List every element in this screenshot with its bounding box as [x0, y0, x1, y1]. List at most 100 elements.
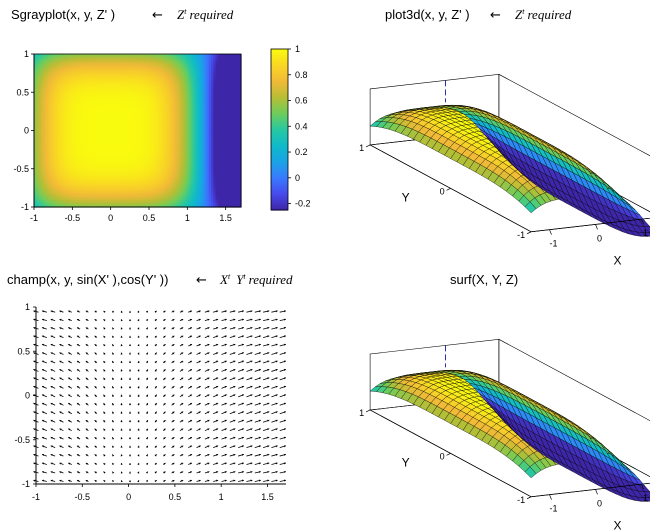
heatmap-cell [70, 86, 74, 90]
heatmap-cell [63, 146, 67, 150]
heatmap-cell [66, 167, 70, 171]
heatmap-cell [43, 142, 47, 146]
heatmap-cell [38, 188, 42, 192]
heatmap-cell [73, 60, 76, 64]
heatmap-cell [40, 86, 44, 90]
heatmap-cell [63, 130, 67, 134]
heatmap-cell [61, 195, 65, 199]
heatmap-cell [59, 183, 63, 187]
heatmap-cell [57, 156, 60, 159]
heatmap-cell [66, 88, 70, 92]
heatmap-cell [77, 72, 81, 76]
heatmap-cell [61, 158, 65, 162]
heatmap-cell [45, 81, 49, 85]
heatmap-cell [50, 105, 53, 108]
heatmap-cell [61, 116, 65, 120]
heatmap-cell [34, 105, 37, 108]
heatmap-cell [52, 137, 56, 141]
heatmap-cell [73, 132, 76, 136]
heatmap-cell [54, 193, 58, 197]
heatmap-cell [73, 93, 76, 97]
heatmap-cell [59, 144, 63, 148]
heatmap-cell [77, 137, 81, 141]
heatmap-cell [52, 162, 56, 166]
heatmap-cell [45, 144, 49, 148]
heatmap-cell [68, 95, 72, 99]
heatmap-cell [34, 63, 37, 67]
heatmap-cell [59, 105, 63, 108]
heatmap-cell [38, 70, 42, 74]
heatmap-cell [47, 79, 51, 83]
heatmap-cell [70, 172, 74, 176]
heatmap-cell [52, 128, 56, 132]
heatmap-cell [63, 121, 67, 125]
heatmap-cell [43, 144, 47, 148]
heatmap-cell [75, 158, 79, 162]
heatmap-cell [68, 165, 72, 169]
heatmap-cell [75, 149, 79, 152]
heatmap-cell [66, 98, 70, 101]
heatmap-cell [66, 181, 70, 185]
heatmap-cell [43, 118, 47, 122]
heatmap-cell [38, 167, 42, 171]
heatmap-cell [77, 132, 81, 136]
heatmap-cell [38, 121, 42, 125]
heatmap-cell [59, 60, 63, 64]
heatmap-cell [75, 98, 79, 101]
heatmap-cell [50, 200, 53, 203]
heatmap-cell [45, 105, 49, 108]
heatmap-cell [77, 67, 81, 71]
heatmap-cell [50, 186, 53, 190]
heatmap-cell [38, 193, 42, 197]
heatmap-cell [45, 121, 49, 125]
heatmap-cell [40, 70, 44, 74]
heatmap-cell [68, 111, 72, 115]
heatmap-cell [50, 56, 53, 60]
heatmap-cell [54, 86, 58, 90]
heatmap-cell [50, 65, 53, 69]
heatmap-cell [61, 167, 65, 171]
heatmap-cell [66, 56, 70, 60]
heatmap-cell [36, 202, 40, 206]
heatmap-cell [40, 63, 44, 67]
heatmap-cell [34, 169, 37, 173]
heatmap-cell [73, 81, 76, 85]
heatmap-cell [70, 67, 74, 71]
heatmap-cell [36, 91, 40, 95]
heatmap-cell [36, 200, 40, 203]
heatmap-cell [54, 121, 58, 125]
heatmap-cell [73, 65, 76, 69]
heatmap-cell [59, 88, 63, 92]
heatmap-cell [40, 169, 44, 173]
heatmap-cell [63, 200, 67, 203]
heatmap-cell [57, 123, 60, 127]
heatmap-cell [50, 139, 53, 143]
heatmap-cell [66, 190, 70, 194]
heatmap-cell [47, 109, 51, 113]
heatmap-cell [75, 183, 79, 187]
heatmap-cell [68, 109, 72, 113]
heatmap-cell [57, 114, 60, 118]
heatmap-cell [36, 174, 40, 178]
heatmap-cell [38, 204, 42, 208]
heatmap-cell [73, 137, 76, 141]
heatmap-cell [47, 167, 51, 171]
heatmap-cell [40, 128, 44, 132]
heatmap-cell [36, 139, 40, 143]
heatmap-cell [68, 86, 72, 90]
heatmap-cell [61, 153, 65, 157]
heatmap-cell [70, 174, 74, 178]
heatmap-cell [34, 70, 37, 74]
heatmap-cell [38, 183, 42, 187]
heatmap-cell [70, 137, 74, 141]
heatmap-cell [38, 200, 42, 203]
heatmap-cell [43, 172, 47, 176]
heatmap-cell [40, 151, 44, 155]
heatmap-cell [75, 93, 79, 97]
heatmap-cell [47, 72, 51, 76]
heatmap-cell [61, 79, 65, 83]
heatmap-cell [68, 137, 72, 141]
heatmap-cell [34, 81, 37, 85]
heatmap-cell [73, 84, 76, 88]
